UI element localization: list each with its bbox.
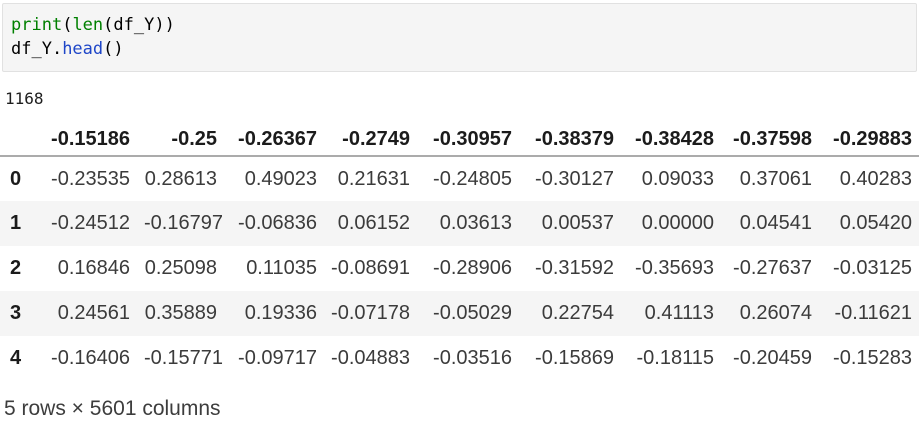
table-cell: -0.30127 (535, 167, 614, 190)
row-index: 3 (10, 302, 22, 324)
code-token-builtin: print (11, 15, 63, 35)
table-cell: 0.00537 (541, 212, 614, 234)
table-cell: -0.15771 (144, 347, 223, 369)
table-cell: -0.31592 (535, 257, 614, 279)
code-token-method: head (62, 39, 104, 59)
table-cell: 0.04541 (739, 212, 812, 234)
table-row: 0 -0.23535 0.28613 0.49023 0.21631 -0.24805 -0… (0, 156, 919, 201)
code-line: df_Y.head() (11, 37, 906, 61)
column-header: -0.38379 (519, 123, 621, 157)
table-cell: -0.09717 (238, 347, 317, 369)
notebook-output-area: print(len(df_Y)) df_Y.head() 1168 -0.1518… (0, 3, 919, 421)
table-cell: 0.06152 (337, 212, 410, 234)
column-header: -0.26367 (224, 123, 324, 157)
table-cell: 0.41113 (644, 302, 714, 324)
column-header: -0.30957 (417, 123, 519, 157)
table-cell: 0.26074 (739, 302, 812, 324)
table-cell: -0.03125 (833, 257, 912, 279)
column-header: -0.38428 (621, 123, 721, 157)
table-cell: 0.49023 (244, 167, 317, 190)
column-header: -0.29883 (819, 123, 919, 157)
code-line: print(len(df_Y)) (11, 13, 906, 37)
table-cell: -0.18115 (636, 347, 714, 369)
table-cell: 0.37061 (739, 167, 812, 190)
table-cell: -0.20459 (733, 347, 812, 369)
table-cell: 0.11035 (246, 257, 317, 279)
code-token-builtin: len (72, 15, 104, 35)
table-cell: 0.35889 (144, 302, 217, 324)
table-cell: 0.24561 (57, 302, 130, 324)
table-row: 3 0.24561 0.35889 0.19336 -0.07178 -0.05029 0.… (0, 291, 919, 336)
code-token-plain: () (103, 39, 124, 59)
table-cell: 0.16846 (57, 257, 130, 279)
table-cell: 0.00000 (641, 212, 714, 234)
dataframe-table: -0.15186 -0.25 -0.26367 -0.2749 -0.30957 -0.3… (0, 123, 919, 381)
column-header: -0.37598 (721, 123, 819, 157)
table-row: 4 -0.16406 -0.15771 -0.09717 -0.04883 -0.0351… (0, 336, 919, 381)
table-cell: -0.23535 (51, 167, 130, 190)
code-cell[interactable]: print(len(df_Y)) df_Y.head() (2, 3, 917, 72)
table-cell: -0.16406 (51, 347, 130, 369)
table-cell: -0.06836 (238, 212, 317, 234)
table-cell: -0.24512 (51, 212, 130, 234)
code-token-plain: ( (62, 15, 73, 35)
dataframe-header-row: -0.15186 -0.25 -0.26367 -0.2749 -0.30957 -0.3… (0, 123, 919, 157)
dataframe-shape-summary: 5 rows × 5601 columns (4, 397, 221, 420)
table-cell: -0.03516 (433, 347, 512, 369)
table-cell: -0.16797 (144, 212, 223, 234)
table-cell: 0.03613 (439, 212, 512, 234)
table-cell: 0.28613 (144, 167, 217, 190)
stdout-text: 1168 (5, 89, 44, 108)
table-cell: -0.28906 (433, 257, 512, 279)
table-cell: -0.07178 (331, 302, 410, 324)
index-header-blank (0, 123, 38, 157)
table-cell: -0.15869 (535, 347, 614, 369)
table-cell: -0.08691 (331, 257, 410, 279)
table-cell: 0.09033 (641, 167, 714, 190)
table-row: 2 0.16846 0.25098 0.11035 -0.08691 -0.28906 -0… (0, 246, 919, 291)
table-cell: -0.15283 (833, 347, 912, 369)
table-cell: 0.21631 (337, 167, 410, 190)
code-editor[interactable]: print(len(df_Y)) df_Y.head() (11, 13, 906, 61)
table-cell: -0.35693 (635, 257, 714, 279)
table-cell: -0.24805 (433, 167, 512, 190)
table-cell: 0.05420 (839, 212, 912, 234)
code-token-plain: (df_Y)) (103, 15, 175, 35)
row-index: 0 (10, 167, 22, 190)
table-cell: -0.05029 (433, 302, 512, 324)
table-cell: -0.27637 (733, 257, 812, 279)
row-index: 1 (10, 212, 22, 234)
column-header: -0.15186 (38, 123, 137, 157)
code-token-plain: df_Y. (11, 39, 63, 59)
table-cell: 0.25098 (144, 257, 217, 279)
row-index: 2 (10, 257, 22, 279)
table-cell: -0.04883 (331, 347, 410, 369)
column-header: -0.25 (137, 123, 224, 157)
column-header: -0.2749 (324, 123, 417, 157)
table-row: 1 -0.24512 -0.16797 -0.06836 0.06152 0.03613 0… (0, 201, 919, 246)
row-index: 4 (10, 347, 22, 369)
table-cell: -0.11621 (834, 302, 912, 324)
table-cell: 0.22754 (541, 302, 614, 324)
table-cell: 0.19336 (244, 302, 317, 324)
table-cell: 0.40283 (839, 167, 912, 190)
